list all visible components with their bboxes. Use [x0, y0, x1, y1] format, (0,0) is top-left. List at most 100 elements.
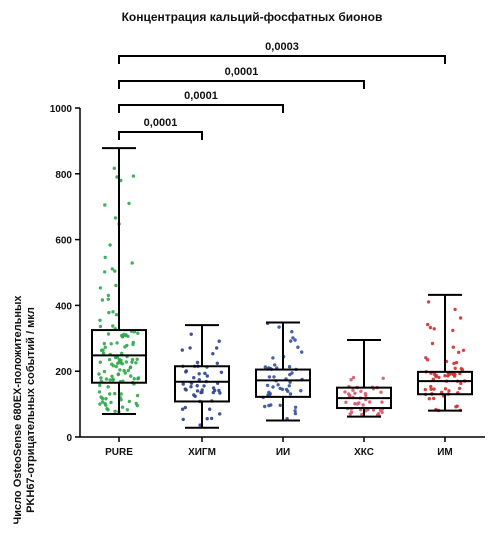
data-point	[115, 175, 119, 179]
data-point	[273, 363, 277, 367]
data-point	[215, 361, 219, 365]
data-point	[130, 360, 134, 364]
data-point	[180, 407, 185, 411]
data-point	[351, 388, 355, 392]
data-point	[288, 392, 293, 396]
data-point	[443, 387, 448, 391]
data-point	[452, 361, 456, 366]
x-tick-label: ИИ	[276, 447, 290, 458]
data-point	[284, 387, 289, 392]
data-point	[263, 404, 267, 409]
data-point	[110, 374, 114, 378]
data-point	[115, 341, 119, 345]
data-point	[120, 405, 125, 409]
data-point	[97, 390, 102, 394]
data-point	[371, 408, 376, 412]
data-point	[447, 389, 451, 393]
data-point	[116, 372, 121, 377]
data-point	[217, 388, 221, 393]
data-point	[183, 405, 187, 410]
y-tick-label: 400	[55, 301, 72, 312]
data-point	[296, 345, 300, 349]
data-point	[181, 382, 185, 386]
chart-title: Концентрация кальций-фосфатных бионов	[121, 10, 383, 24]
data-point	[99, 348, 104, 352]
data-point	[109, 400, 113, 405]
p-value-label: 0,0001	[225, 66, 259, 78]
data-point	[203, 371, 207, 376]
data-point	[349, 410, 354, 414]
data-point	[101, 351, 106, 355]
data-point	[299, 389, 303, 393]
data-point	[128, 365, 133, 369]
data-point	[119, 392, 123, 396]
data-point	[97, 372, 101, 376]
data-point	[343, 390, 347, 394]
data-point	[131, 174, 136, 178]
data-point	[293, 409, 297, 413]
data-point	[427, 397, 431, 401]
data-point	[200, 388, 204, 392]
data-point	[432, 327, 436, 331]
data-point	[126, 368, 130, 373]
data-point	[197, 372, 201, 376]
data-point	[106, 385, 110, 389]
data-point	[113, 409, 117, 413]
data-point	[100, 298, 105, 302]
data-point	[108, 392, 112, 396]
data-point	[202, 384, 206, 388]
data-point	[122, 332, 126, 336]
data-point	[211, 390, 215, 395]
data-point	[102, 369, 107, 374]
data-point	[359, 389, 363, 393]
data-point	[432, 396, 436, 401]
data-point	[434, 373, 438, 377]
data-point	[289, 339, 293, 343]
data-point	[111, 378, 115, 382]
x-tick-label: ИМ	[437, 447, 453, 458]
data-point	[136, 377, 140, 381]
data-point	[105, 407, 109, 411]
data-point	[110, 267, 115, 271]
data-point	[188, 346, 192, 350]
data-point	[109, 342, 113, 346]
data-point	[440, 390, 444, 394]
data-point	[103, 401, 107, 406]
data-point	[426, 300, 431, 304]
data-point	[290, 330, 294, 334]
x-tick-label: PURE	[105, 447, 133, 458]
data-point	[189, 332, 193, 336]
data-point	[211, 352, 215, 356]
data-point	[125, 343, 129, 348]
data-point	[446, 374, 450, 378]
data-point	[132, 377, 136, 381]
data-point	[368, 400, 372, 404]
data-point	[430, 341, 435, 346]
data-point	[98, 318, 102, 322]
box-plot-chart: 0 200 400 600 800 1000 PURE ХИГМ ИИ ХКС ИМ 0,0001 0,…	[50, 41, 485, 458]
data-point	[103, 255, 107, 260]
data-point	[351, 375, 356, 380]
data-point	[454, 360, 459, 365]
data-point	[98, 360, 103, 364]
data-point	[103, 203, 107, 207]
data-point	[293, 405, 298, 409]
data-point	[106, 332, 111, 336]
x-tick-label: ХИГМ	[188, 447, 216, 458]
data-point	[429, 387, 433, 391]
data-point	[126, 334, 130, 338]
p-value-label: 0,0001	[184, 90, 218, 102]
data-point	[118, 368, 122, 372]
data-point	[101, 396, 105, 401]
iqr-box	[174, 365, 230, 403]
data-point	[288, 372, 292, 377]
significance-bracket	[118, 131, 203, 140]
data-point	[102, 341, 107, 346]
data-point	[459, 381, 463, 386]
data-point	[205, 417, 209, 421]
data-point	[278, 386, 282, 391]
data-point	[108, 243, 112, 247]
data-point	[189, 385, 193, 389]
data-point	[361, 403, 365, 407]
data-point	[287, 384, 291, 388]
